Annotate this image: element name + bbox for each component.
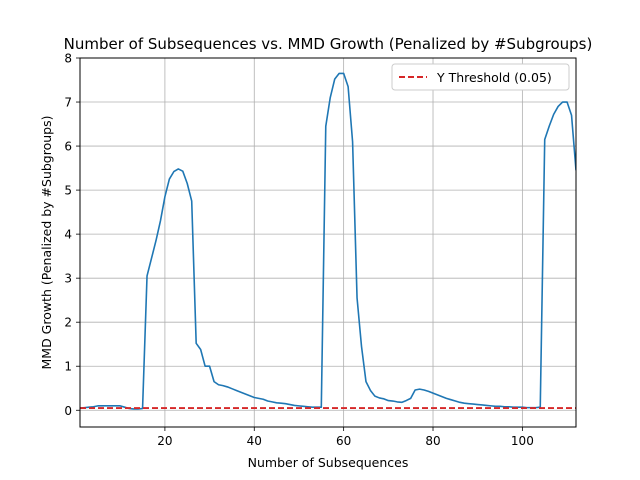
x-ticks: 20 40 60 80 100 (157, 427, 534, 448)
mmd-growth-line (80, 72, 576, 410)
y-tick-label: 3 (64, 272, 72, 286)
x-tick-label: 100 (511, 434, 534, 448)
y-tick-label: 4 (64, 228, 72, 242)
y-tick-label: 6 (64, 140, 72, 154)
legend-box (391, 63, 570, 91)
x-tick-label: 80 (425, 434, 440, 448)
y-tick-label: 7 (64, 96, 72, 110)
data-lines (80, 72, 576, 410)
chart-title: Number of Subsequences vs. MMD Growth (P… (64, 35, 593, 53)
x-tick-label: 20 (157, 434, 172, 448)
legend-threshold-label: Y Threshold (0.05) (436, 70, 552, 85)
legend: Y Threshold (0.05) (391, 63, 570, 91)
y-tick-label: 8 (64, 52, 72, 66)
y-tick-label: 0 (64, 404, 72, 418)
y-ticks: 0 1 2 3 4 5 6 7 8 (64, 52, 80, 418)
x-tick-label: 60 (336, 434, 351, 448)
y-tick-label: 5 (64, 184, 72, 198)
y-tick-label: 1 (64, 360, 72, 374)
x-tick-label: 40 (247, 434, 262, 448)
plot-frame (79, 57, 577, 428)
x-axis-label: Number of Subsequences (248, 455, 409, 470)
y-tick-label: 2 (64, 316, 72, 330)
y-axis-label: MMD Growth (Penalized by #Subgroups) (39, 116, 54, 370)
